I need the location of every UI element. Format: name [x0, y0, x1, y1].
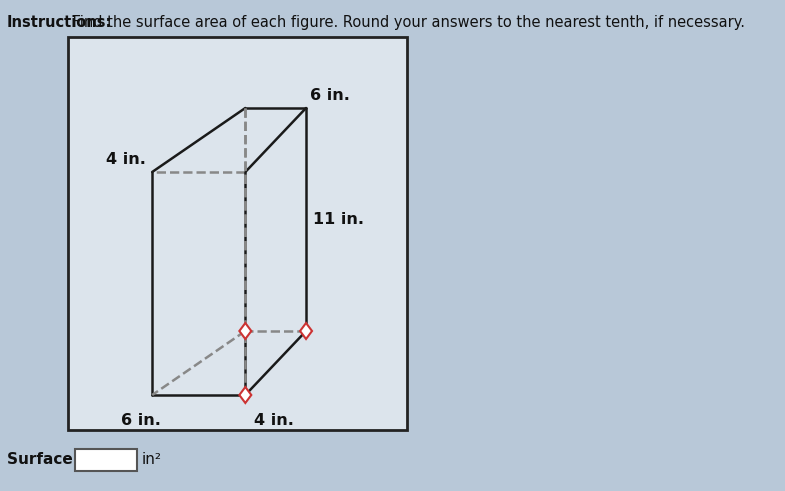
Text: Instructions:: Instructions: — [6, 15, 112, 29]
Bar — [68, 37, 407, 430]
Text: Surface Area:: Surface Area: — [6, 453, 124, 467]
Text: in²: in² — [141, 453, 162, 467]
Polygon shape — [300, 323, 312, 339]
Polygon shape — [239, 323, 251, 339]
Bar — [75, 449, 137, 471]
Polygon shape — [239, 387, 251, 403]
Text: 4 in.: 4 in. — [106, 152, 145, 167]
Text: Find the surface area of each figure. Round your answers to the nearest tenth, i: Find the surface area of each figure. Ro… — [68, 15, 745, 29]
Text: 6 in.: 6 in. — [121, 413, 160, 428]
Text: 11 in.: 11 in. — [312, 212, 363, 227]
Text: 6 in.: 6 in. — [310, 88, 350, 103]
Text: 4 in.: 4 in. — [254, 413, 294, 428]
